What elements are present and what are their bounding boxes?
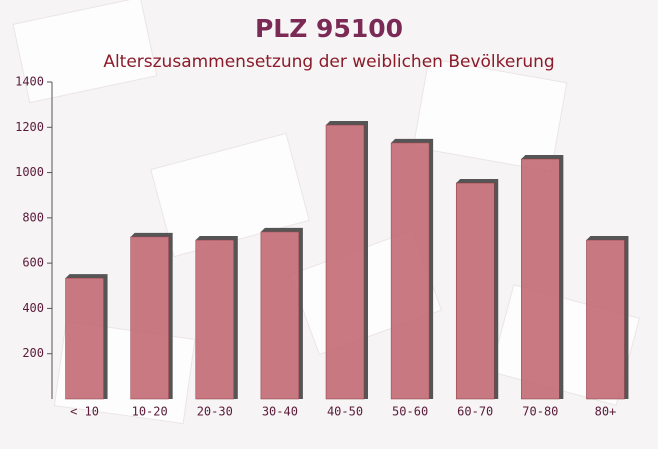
bar <box>586 239 625 400</box>
x-tick-label: 40-50 <box>327 405 363 419</box>
y-tick-label: 600 <box>22 256 44 270</box>
y-tick-label: 1200 <box>15 120 44 134</box>
y-tick-label: 200 <box>22 346 44 360</box>
y-tick-label: 800 <box>22 210 44 224</box>
y-tick-label: 1000 <box>15 165 44 179</box>
x-tick-label: 70-80 <box>522 405 558 419</box>
x-tick-label: 10-20 <box>132 405 168 419</box>
bar <box>260 231 300 400</box>
y-tick-label: 400 <box>22 301 44 315</box>
bar <box>521 158 560 400</box>
bar <box>65 277 104 400</box>
chart-title: PLZ 95100 <box>255 14 403 43</box>
bar <box>455 182 495 400</box>
bar <box>130 236 169 400</box>
x-tick-label: 50-60 <box>392 405 428 419</box>
bar <box>325 124 365 400</box>
bar <box>390 142 430 400</box>
x-tick-label: 30-40 <box>262 405 298 419</box>
bar <box>195 239 235 400</box>
y-tick-label: 1400 <box>15 75 44 89</box>
x-tick-label: 60-70 <box>457 405 493 419</box>
x-tick-label: 20-30 <box>197 405 233 419</box>
x-tick-label: 80+ <box>595 405 617 419</box>
chart-subtitle: Alterszusammensetzung der weiblichen Bev… <box>103 52 554 72</box>
x-tick-label: < 10 <box>70 405 99 419</box>
